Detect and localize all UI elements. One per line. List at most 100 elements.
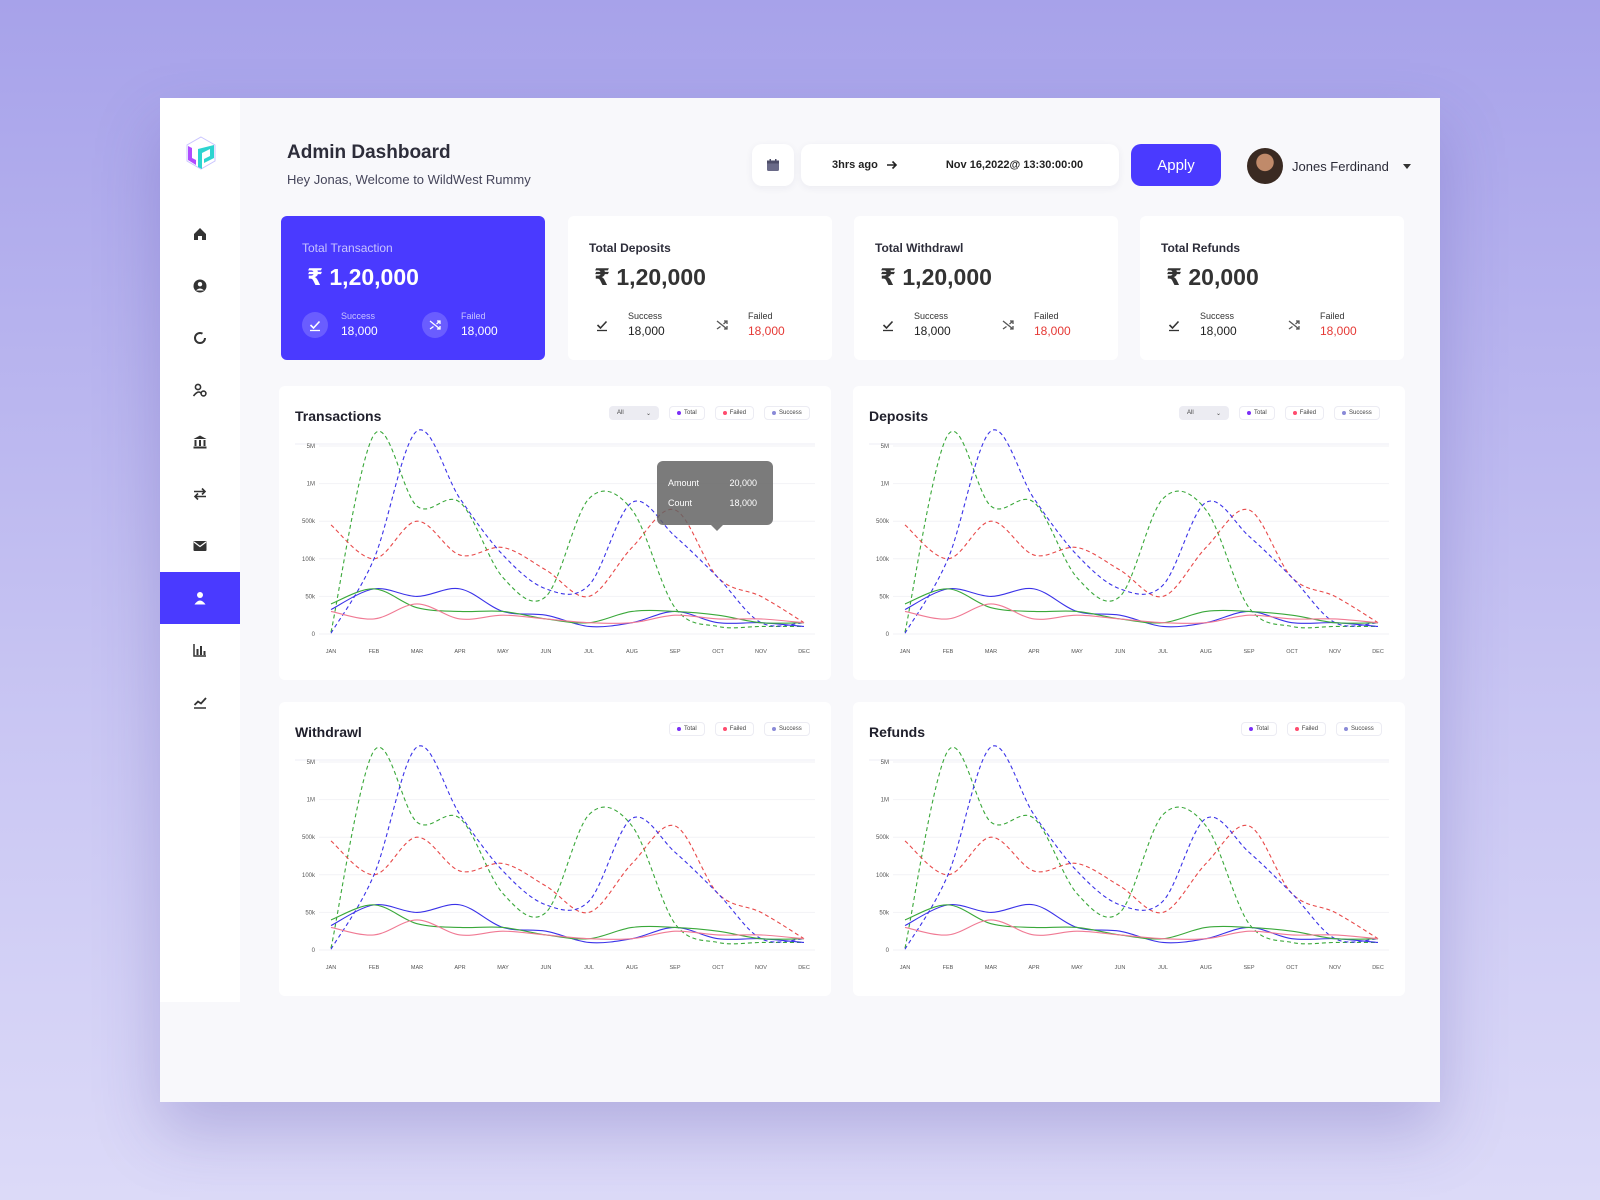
series-line-total-dashed (330, 430, 804, 633)
home-icon (194, 228, 206, 240)
date-to[interactable]: Nov 16,2022@ 13:30:00:00 (945, 159, 1084, 171)
sidebar (160, 98, 240, 1002)
sidebar-item-messages[interactable] (160, 520, 240, 572)
avatar[interactable] (1247, 148, 1283, 184)
success-stat: Success 18,000 (875, 311, 951, 338)
x-tick-label: NOV (755, 965, 767, 971)
x-tick-label: SEP (1243, 965, 1254, 971)
x-tick-label: MAY (1071, 649, 1083, 655)
legend-total[interactable]: Total (669, 722, 705, 736)
x-tick-label: FEB (369, 649, 380, 655)
chart-legend: Total Failed Success (1241, 722, 1382, 736)
sidebar-item-transfers[interactable] (160, 468, 240, 520)
tooltip-amount-value: 20,000 (729, 478, 757, 488)
line-chart[interactable]: 0 50k 100k 500k 1M 5M JAN FEB MAR APR MAY JUN JUL AUG… (279, 702, 831, 996)
sidebar-item-home[interactable] (160, 208, 240, 260)
line-chart[interactable]: 0 50k 100k 500k 1M 5M JAN FEB MAR APR MAY JUN JUL AUG… (279, 386, 831, 680)
series-line-failed-solid (330, 919, 805, 940)
success-value: 18,000 (341, 324, 378, 338)
x-tick-label: MAR (411, 965, 423, 971)
filter-select[interactable]: All ⌄ (609, 406, 659, 420)
series-line-success-solid (330, 588, 805, 624)
calendar-button[interactable] (752, 144, 794, 186)
series-line-failed-dashed (904, 508, 1379, 624)
legend-success[interactable]: Success (1334, 406, 1380, 420)
legend-failed[interactable]: Failed (1286, 722, 1327, 736)
sidebar-item-activity[interactable] (160, 312, 240, 364)
line-chart[interactable]: 0 50k 100k 500k 1M 5M JAN FEB MAR APR MAY JUN JUL AUG… (853, 386, 1405, 680)
failed-value: 18,000 (1034, 324, 1071, 338)
success-stat: Success 18,000 (302, 311, 378, 338)
legend-success[interactable]: Success (764, 406, 810, 420)
x-tick-label: JUN (541, 965, 552, 971)
y-tick-label: 0 (886, 632, 890, 638)
chart-legend: All ⌄ Total Failed Success (609, 406, 810, 420)
card-title: Total Transaction (302, 241, 393, 255)
refresh-icon (194, 332, 206, 344)
card-title: Total Withdrawl (875, 241, 964, 255)
legend-failed[interactable]: Failed (714, 406, 755, 420)
card-total-deposits: Total Deposits ₹ 1,20,000 Success 18,000 … (568, 216, 832, 360)
y-tick-label: 50k (305, 910, 316, 916)
x-tick-label: JUL (1158, 965, 1168, 971)
y-tick-label: 100k (302, 557, 316, 563)
sidebar-item-profile[interactable] (160, 260, 240, 312)
failed-stat: Failed 18,000 (422, 311, 498, 338)
legend-success[interactable]: Success (1336, 722, 1382, 736)
success-stat: Success 18,000 (589, 311, 665, 338)
x-tick-label: MAR (985, 649, 997, 655)
user-menu[interactable]: Jones Ferdinand (1247, 148, 1411, 184)
x-tick-label: MAY (497, 965, 509, 971)
date-from[interactable]: 3hrs ago (832, 159, 878, 171)
check-icon (589, 312, 615, 338)
sidebar-item-analytics[interactable] (160, 676, 240, 728)
legend-failed[interactable]: Failed (1284, 406, 1325, 420)
legend-total[interactable]: Total (1239, 406, 1275, 420)
legend-total[interactable]: Total (1241, 722, 1277, 736)
failed-value: 18,000 (1320, 324, 1357, 338)
legend-total[interactable]: Total (669, 406, 705, 420)
x-tick-label: NOV (1329, 965, 1341, 971)
failed-label: Failed (461, 311, 486, 321)
sidebar-item-reports[interactable] (160, 624, 240, 676)
series-line-success-dashed (330, 429, 805, 634)
tooltip-count-label: Count (668, 498, 693, 508)
legend-failed[interactable]: Failed (714, 722, 755, 736)
success-value: 18,000 (628, 324, 665, 338)
chart-title: Withdrawl (295, 724, 362, 740)
transactions-chart-panel: Transactions All ⌄ Total Failed Success 0… (279, 386, 831, 680)
x-tick-label: JUN (541, 649, 552, 655)
shuffle-icon (995, 312, 1021, 338)
welcome-text: Hey Jonas, Welcome to WildWest Rummy (287, 172, 531, 187)
x-tick-label: APR (454, 965, 465, 971)
chevron-down-icon: ⌄ (645, 410, 651, 417)
x-tick-label: OCT (712, 649, 724, 655)
x-tick-label: JAN (900, 649, 910, 655)
user-name: Jones Ferdinand (1292, 158, 1389, 174)
check-icon (875, 312, 901, 338)
shuffle-icon (1281, 312, 1307, 338)
chevron-down-icon[interactable] (1402, 163, 1411, 169)
refunds-chart-panel: Refunds Total Failed Success 0 50k 100k 500… (853, 702, 1405, 996)
y-tick-label: 500k (876, 835, 890, 841)
x-tick-label: MAR (411, 649, 423, 655)
sidebar-item-users[interactable] (160, 364, 240, 416)
y-tick-label: 0 (886, 948, 890, 954)
x-tick-label: SEP (669, 649, 680, 655)
y-tick-label: 500k (302, 835, 316, 841)
failed-label: Failed (1034, 311, 1059, 321)
apply-button[interactable]: Apply (1131, 144, 1221, 186)
success-stat: Success 18,000 (1161, 311, 1237, 338)
filter-select[interactable]: All ⌄ (1179, 406, 1229, 420)
line-chart[interactable]: 0 50k 100k 500k 1M 5M JAN FEB MAR APR MAY JUN JUL AUG… (853, 702, 1405, 996)
success-label: Success (628, 311, 663, 321)
x-tick-label: FEB (943, 649, 954, 655)
shuffle-icon (709, 312, 735, 338)
sidebar-item-agents[interactable] (160, 572, 240, 624)
card-title: Total Refunds (1161, 241, 1241, 255)
date-range-picker[interactable]: 3hrs ago Nov 16,2022@ 13:30:00:00 (801, 144, 1119, 186)
card-total-withdrawl: Total Withdrawl ₹ 1,20,000 Success 18,000… (854, 216, 1118, 360)
legend-success[interactable]: Success (764, 722, 810, 736)
card-total-transaction: Total Transaction ₹ 1,20,000 Success 18,0… (281, 216, 545, 360)
sidebar-item-bank[interactable] (160, 416, 240, 468)
